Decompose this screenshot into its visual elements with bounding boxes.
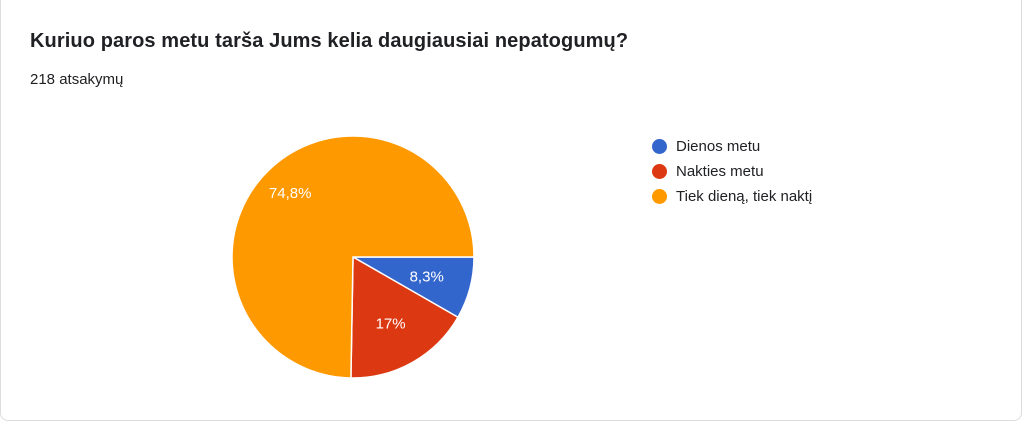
response-count: 218 atsakymų [30,71,124,88]
legend-swatch-icon [652,139,667,154]
pie-slice-label-2: 17% [376,315,406,332]
pie-slice-label-3: 74,8% [269,185,312,202]
pie-slice-label-1: 8,3% [410,269,444,286]
pie-slice-3[interactable] [231,135,475,379]
chart-legend: Dienos metu Nakties metu Tiek dieną, tiek … [652,134,812,209]
legend-item[interactable]: Dienos metu [652,134,812,159]
legend-label: Dienos metu [676,138,761,155]
legend-item[interactable]: Tiek dieną, tiek naktį [652,184,812,209]
legend-label: Tiek dieną, tiek naktį [676,188,813,205]
pie-slice-2[interactable] [350,255,459,379]
question-title: Kuriuo paros metu tarša Jums kelia daugi… [30,30,629,52]
legend-label: Nakties metu [676,163,764,180]
legend-item[interactable]: Nakties metu [652,159,812,184]
legend-swatch-icon [652,164,667,179]
legend-swatch-icon [652,189,667,204]
